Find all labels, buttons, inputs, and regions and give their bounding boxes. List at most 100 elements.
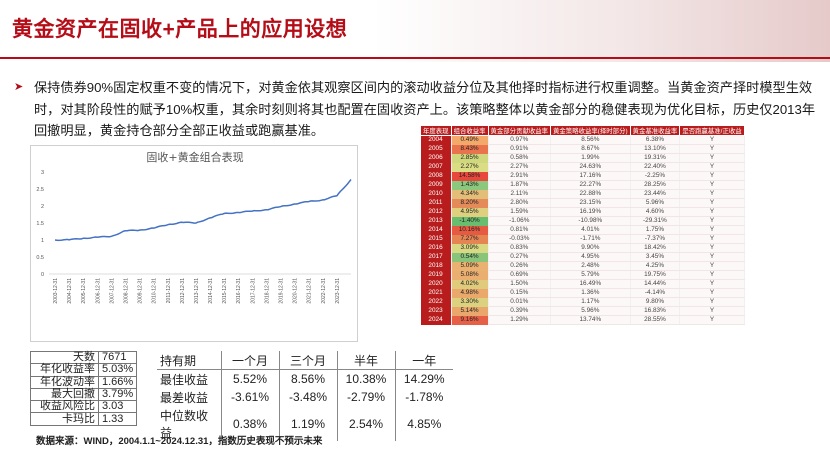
stats-value: 5.03%: [97, 363, 138, 377]
returns-row: 2016 3.09% 0.83% 9.90% 18.42% Y: [420, 243, 745, 253]
y-tick-label: 0: [41, 272, 44, 278]
portfolio-nav-line: [54, 179, 352, 242]
returns-cell: Y: [679, 306, 745, 316]
x-tick-label: 2016-12-31: [236, 278, 242, 304]
header-band: [0, 0, 830, 62]
x-tick-label: 2022-12-31: [321, 278, 327, 304]
returns-cell: 6.38%: [630, 135, 681, 145]
x-tick-label: 2020-12-31: [293, 278, 299, 304]
holding-header-cell: 一个月: [220, 351, 279, 371]
holding-value: -2.79%: [336, 388, 395, 407]
returns-cell: 8.67%: [550, 144, 631, 154]
portfolio-return-cell: 3.09%: [451, 243, 489, 253]
returns-cell: 19.75%: [630, 270, 681, 280]
returns-cell: -1.71%: [550, 234, 631, 244]
x-tick-label: 2019-12-31: [279, 278, 285, 304]
returns-cell: -4.14%: [630, 288, 681, 298]
returns-cell: 23.15%: [550, 198, 631, 208]
x-tick-label: 2014-12-31: [208, 278, 214, 304]
year-cell: 2022: [420, 297, 452, 307]
portfolio-return-cell: 14.58%: [451, 171, 489, 181]
returns-row: 2015 7.27% -0.03% -1.71% -7.37% Y: [420, 234, 745, 244]
year-cell: 2009: [420, 180, 452, 190]
returns-header-cell: 组合收益率: [450, 125, 489, 136]
stats-value: 1.66%: [97, 375, 138, 389]
returns-row: 2017 0.54% 0.27% 4.95% 3.45% Y: [420, 252, 745, 262]
returns-cell: 16.49%: [550, 279, 631, 289]
returns-row: 2012 4.95% 1.59% 16.19% 4.60% Y: [420, 207, 745, 217]
holding-row-label: 最佳收益: [160, 372, 209, 387]
portfolio-return-cell: 10.16%: [451, 225, 489, 235]
holding-row: 中位数收益 0.38% 1.19% 2.54% 4.85%: [157, 406, 453, 441]
returns-cell: 0.01%: [488, 297, 552, 307]
holding-value: -3.61%: [220, 388, 279, 407]
stats-label: 最大回撤: [30, 387, 99, 402]
returns-cell: -10.98%: [550, 216, 631, 226]
returns-cell: 1.36%: [550, 288, 631, 298]
returns-row: 2018 5.09% 0.26% 2.48% 4.25% Y: [420, 261, 745, 271]
returns-row: 2014 10.16% 0.81% 4.01% 1.75% Y: [420, 225, 745, 235]
returns-cell: Y: [679, 270, 745, 280]
x-tick-label: 2010-12-31: [152, 278, 158, 304]
returns-cell: 1.87%: [488, 180, 552, 190]
returns-cell: 0.83%: [488, 243, 552, 253]
x-tick-label: 2012-12-31: [180, 278, 186, 304]
holding-header-cell: 持有期: [157, 351, 221, 371]
returns-cell: 19.31%: [630, 153, 681, 163]
returns-cell: Y: [679, 234, 745, 244]
returns-cell: Y: [679, 189, 745, 199]
returns-row: 2011 8.20% 2.80% 23.15% 5.96% Y: [420, 198, 745, 208]
y-tick-label: 0.5: [36, 255, 44, 261]
portfolio-return-cell: 8.20%: [451, 198, 489, 208]
returns-row: 2006 2.85% 0.58% 1.99% 19.31% Y: [420, 153, 745, 163]
returns-header-cell: 是否跑赢基准/正收益: [679, 125, 745, 136]
returns-cell: -0.03%: [488, 234, 552, 244]
returns-cell: 1.59%: [488, 207, 552, 217]
holding-header-cell: 半年: [336, 351, 395, 371]
year-cell: 2012: [420, 207, 452, 217]
returns-cell: -2.25%: [630, 171, 681, 181]
holding-header-row: 持有期 一个月 三个月 半年 一年: [157, 351, 453, 371]
returns-cell: 16.83%: [630, 306, 681, 316]
stats-label: 年化收益率: [30, 363, 99, 377]
returns-cell: 0.58%: [488, 153, 552, 163]
holding-value: -3.48%: [278, 388, 337, 407]
y-tick-label: 1: [41, 238, 44, 244]
returns-cell: 5.96%: [550, 306, 631, 316]
y-tick-label: 3: [41, 170, 44, 176]
returns-cell: 14.44%: [630, 279, 681, 289]
returns-cell: 4.60%: [630, 207, 681, 217]
holding-header-cell: 一年: [394, 351, 453, 371]
year-cell: 2013: [420, 216, 452, 226]
year-cell: 2008: [420, 171, 452, 181]
holding-value: 2.54%: [336, 406, 395, 441]
returns-cell: 9.90%: [550, 243, 631, 253]
returns-row: 2009 1.43% 1.87% 22.27% 28.25% Y: [420, 180, 745, 190]
returns-cell: 5.96%: [630, 198, 681, 208]
returns-cell: 4.01%: [550, 225, 631, 235]
portfolio-return-cell: 4.98%: [451, 288, 489, 298]
returns-cell: 2.80%: [488, 198, 552, 208]
year-cell: 2010: [420, 189, 452, 199]
holding-period-table: 持有期 一个月 三个月 半年 一年 最佳收益 5.52% 8.56% 10.38% 14.29% 最…: [157, 351, 453, 441]
x-tick-label: 2003-12-31: [53, 278, 59, 304]
returns-cell: Y: [679, 216, 745, 226]
portfolio-return-cell: 7.27%: [451, 234, 489, 244]
returns-cell: 18.42%: [630, 243, 681, 253]
returns-header-cell: 年度表现: [420, 125, 452, 136]
annual-returns-header-row: 年度表现 组合收益率 黄金部分贡献收益率 黄金策略收益率(择时部分) 黄金基准收益率 是否…: [420, 125, 745, 136]
returns-cell: 13.74%: [550, 315, 631, 325]
returns-cell: Y: [679, 162, 745, 172]
returns-cell: Y: [679, 243, 745, 253]
portfolio-return-cell: 5.08%: [451, 270, 489, 280]
holding-header-cell: 三个月: [278, 351, 337, 371]
returns-cell: 4.95%: [550, 252, 631, 262]
returns-cell: 13.10%: [630, 144, 681, 154]
year-cell: 2004: [420, 135, 452, 145]
y-tick-label: 2: [41, 204, 44, 210]
x-tick-label: 2008-12-31: [123, 278, 129, 304]
portfolio-return-cell: 3.30%: [451, 297, 489, 307]
returns-cell: 22.40%: [630, 162, 681, 172]
returns-row: 2019 5.08% 0.69% 5.79% 19.75% Y: [420, 270, 745, 280]
bullet-arrow-icon: ➤: [14, 81, 24, 93]
